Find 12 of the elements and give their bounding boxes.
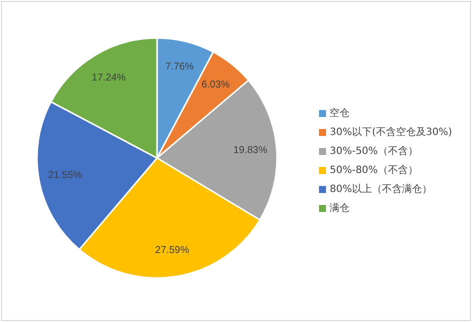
data-label: 21.55%	[48, 170, 82, 182]
legend-label: 30%-50%（不含）	[330, 146, 418, 157]
legend-label: 满仓	[330, 203, 350, 214]
data-label: 19.83%	[233, 144, 268, 156]
data-label: 6.03%	[201, 80, 230, 91]
legend-label: 50%-80%（不含）	[330, 165, 418, 176]
data-label: 27.59%	[155, 244, 190, 256]
legend-label: 空仓	[330, 108, 350, 119]
legend-label: 30%以下(不含空仓及30%)	[330, 127, 452, 138]
legend-label: 80%以上（不含满仓）	[330, 184, 432, 195]
data-label: 7.76%	[165, 62, 194, 73]
data-label: 17.24%	[92, 72, 126, 84]
